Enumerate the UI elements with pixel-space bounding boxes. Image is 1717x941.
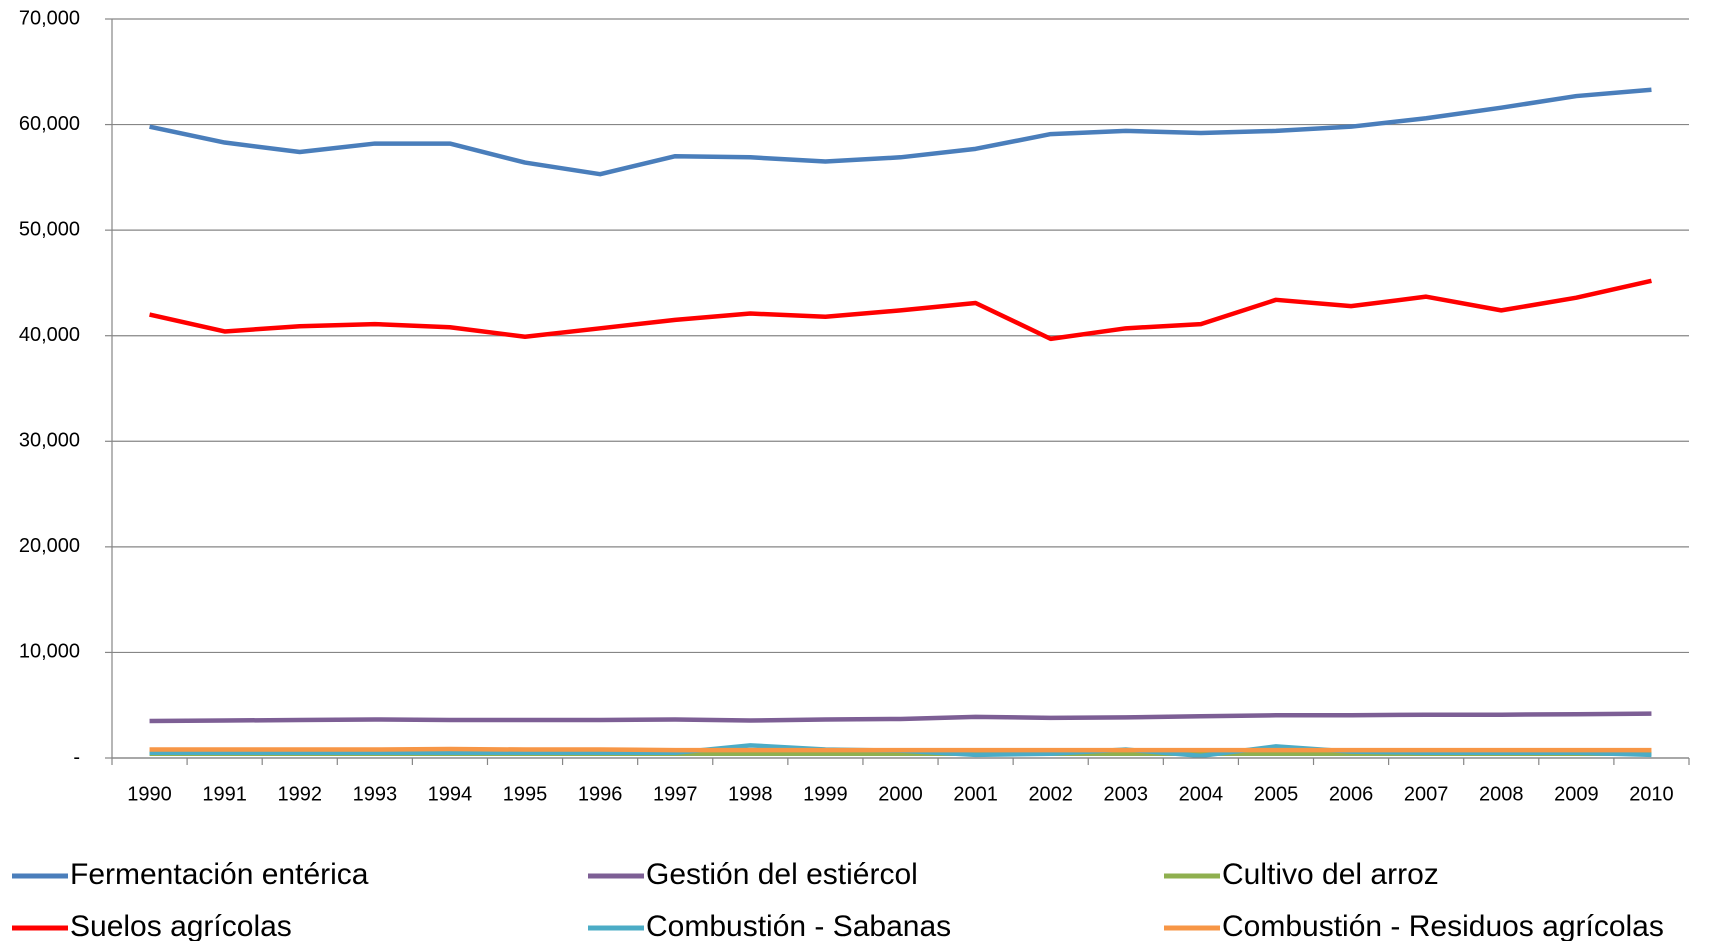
y-tick-label: 20,000 (19, 535, 80, 557)
legend-text: Fermentación entérica (70, 858, 369, 891)
series-line (149, 87, 1652, 177)
x-tick-label: 2004 (1179, 783, 1224, 805)
x-tick-label: 1995 (503, 783, 548, 805)
x-tick-label: 1994 (428, 783, 473, 805)
x-tick-label: 2001 (953, 783, 998, 805)
y-tick-label: 70,000 (19, 7, 80, 29)
legend-text: Gestión del estiércol (646, 858, 918, 891)
x-tick-label: 2000 (878, 783, 923, 805)
x-tick-label: 2009 (1554, 783, 1599, 805)
x-tick-label: 1993 (353, 783, 398, 805)
y-tick-label: 50,000 (19, 218, 80, 240)
y-tick-label: - (73, 746, 80, 768)
y-tick-label: 60,000 (19, 113, 80, 135)
x-tick-label: 2006 (1329, 783, 1374, 805)
x-tick-label: 1998 (728, 783, 773, 805)
y-tick-label: 40,000 (19, 324, 80, 346)
x-tick-label: 2005 (1254, 783, 1299, 805)
series-line (149, 711, 1652, 724)
y-tick-label: 30,000 (19, 430, 80, 452)
legend-text: Combustión - Residuos agrícolas (1222, 910, 1664, 941)
x-tick-label: 1991 (202, 783, 247, 805)
y-tick-label: 10,000 (19, 641, 80, 663)
x-tick-label: 1997 (653, 783, 698, 805)
x-tick-label: 2002 (1028, 783, 1073, 805)
legend-text: Combustión - Sabanas (646, 910, 951, 941)
x-tick-label: 2008 (1479, 783, 1524, 805)
x-tick-label: 1990 (127, 783, 172, 805)
legend-text: Cultivo del arroz (1222, 858, 1439, 891)
series-line (149, 278, 1652, 342)
legend-text: Suelos agrícolas (70, 910, 292, 941)
x-tick-label: 1992 (277, 783, 322, 805)
x-tick-label: 1999 (803, 783, 848, 805)
series-line (149, 746, 1652, 753)
x-tick-label: 2007 (1404, 783, 1449, 805)
x-tick-label: 2010 (1629, 783, 1674, 805)
x-tick-label: 1996 (578, 783, 623, 805)
x-tick-label: 2003 (1104, 783, 1149, 805)
